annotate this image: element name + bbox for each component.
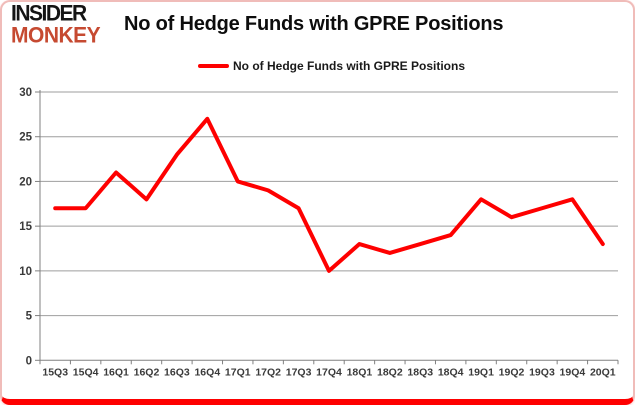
x-axis-label: 18Q1 [347,366,373,378]
x-axis-label: 18Q3 [407,366,433,378]
x-axis-label: 18Q2 [377,366,403,378]
y-axis-label: 20 [19,176,32,188]
insider-monkey-logo[interactable]: INSIDER MONKEY [11,1,101,48]
legend: No of Hedge Funds with GPRE Positions [198,59,465,73]
x-axis-label: 15Q3 [42,366,68,378]
x-axis-label: 19Q3 [529,366,555,378]
x-axis-label: 19Q2 [499,366,525,378]
y-axis-label: 5 [26,311,33,323]
y-axis-label: 30 [19,87,32,99]
y-axis-label: 25 [19,132,32,144]
x-axis-label: 17Q2 [255,366,281,378]
x-axis-label: 17Q4 [316,366,342,378]
x-axis-label: 19Q4 [560,366,586,378]
legend-line-swatch [198,64,229,68]
legend-label: No of Hedge Funds with GPRE Positions [233,59,466,73]
y-axis-label: 0 [26,355,32,367]
x-axis-label: 19Q1 [468,366,494,378]
page-title: No of Hedge Funds with GPRE Positions [124,13,504,35]
x-axis-label: 18Q4 [438,366,464,378]
series-line [53,116,605,273]
x-axis-label: 17Q1 [225,366,251,378]
x-axis-label: 15Q4 [73,366,99,378]
x-axis-label: 16Q1 [103,366,129,378]
logo-text-insider: INSIDER [11,1,87,26]
x-axis-label: 20Q1 [590,366,616,378]
x-axis-label: 16Q4 [194,366,220,378]
x-axis-label: 17Q3 [286,366,312,378]
logo-text-monkey: MONKEY [11,23,101,48]
y-axis-label: 10 [19,266,32,278]
x-axis-label: 16Q2 [134,366,160,378]
y-axis-label: 15 [19,221,32,233]
x-axis-label: 16Q3 [164,366,190,378]
